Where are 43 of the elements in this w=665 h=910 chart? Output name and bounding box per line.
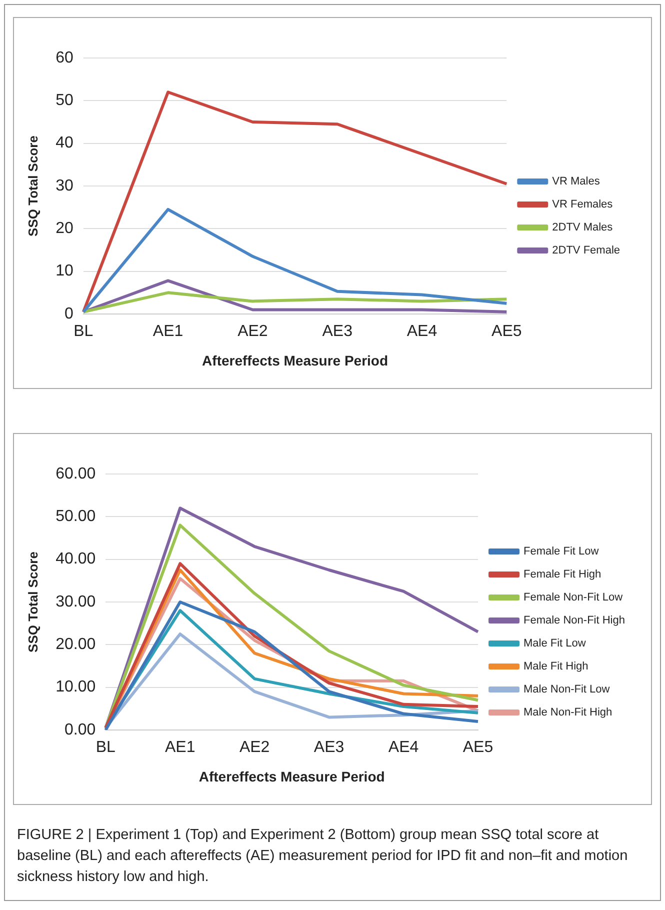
y-tick-label: 60.00: [56, 465, 96, 482]
legend-label: Female Non-Fit High: [524, 614, 625, 627]
legend-label: Male Non-Fit Low: [524, 684, 610, 696]
x-tick-label: AE2: [238, 323, 268, 340]
x-tick-label: AE1: [164, 739, 196, 756]
legend-label: 2DTV Female: [552, 244, 620, 257]
legend-label: 2DTV Males: [552, 222, 614, 234]
x-tick-label: AE1: [152, 323, 184, 340]
x-tick-label: AE2: [239, 739, 270, 756]
x-tick-label: BL: [96, 739, 116, 756]
legend-label: VR Females: [552, 198, 614, 211]
caption: FIGURE 2 | Experiment 1 (Top) and Experiment 2 (Bottom) group mean SSQ total score at baseline (BL) and each aftereffects (AE) measurement period for IPD fit and non–fit and motion sickness history low and high.: [17, 826, 629, 887]
x-tick-label: AE5: [492, 323, 522, 340]
x-tick-label: AE4: [406, 323, 438, 340]
x-tick-label: AE3: [322, 323, 353, 340]
x-tick-label: BL: [74, 323, 94, 340]
x-tick-label: AE3: [314, 739, 344, 756]
y-axis-title: SSQ Total Score: [25, 552, 40, 652]
legend-label: Male Fit Low: [524, 638, 586, 650]
y-tick-label: 30.00: [56, 593, 96, 610]
x-axis-title: Aftereffects Measure Period: [198, 768, 385, 784]
y-tick-label: 50.00: [56, 508, 96, 526]
x-axis-title: Aftereffects Measure Period: [202, 352, 388, 368]
legend-label: Male Non-Fit High: [524, 706, 612, 719]
legend-label: Male Fit High: [524, 660, 588, 673]
y-tick-label: 10: [56, 262, 74, 280]
y-tick-label: 40.00: [56, 550, 96, 568]
x-tick-label: AE4: [388, 739, 419, 756]
y-tick-label: 0: [64, 305, 74, 322]
y-tick-label: 20.00: [56, 636, 96, 654]
legend-label: VR Males: [552, 176, 600, 188]
legend-label: Female Fit High: [524, 568, 602, 581]
y-tick-label: 30: [56, 177, 74, 194]
y-tick-label: 10.00: [56, 678, 96, 696]
y-tick-label: 0.00: [64, 721, 96, 738]
legend-label: Female Non-Fit Low: [524, 592, 623, 604]
y-tick-label: 60: [56, 49, 74, 66]
y-tick-label: 50: [56, 92, 74, 110]
legend-label: Female Fit Low: [524, 546, 599, 558]
y-tick-label: 20: [56, 220, 74, 238]
x-tick-label: AE5: [462, 739, 494, 756]
y-axis-title: SSQ Total Score: [25, 136, 40, 236]
y-tick-label: 40: [56, 134, 74, 152]
